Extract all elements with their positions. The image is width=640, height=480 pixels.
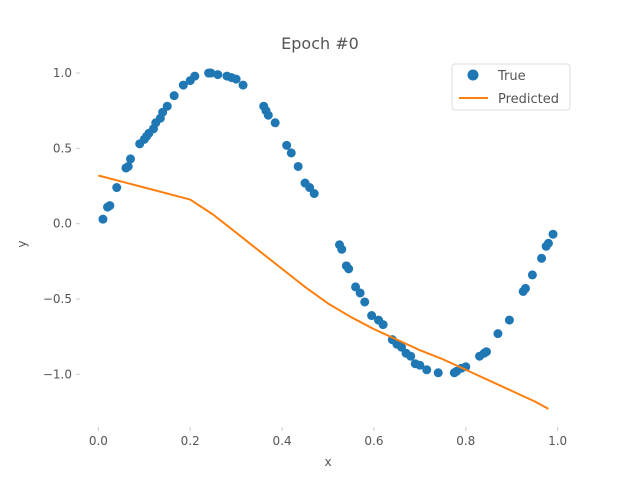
predicted-series bbox=[98, 174, 549, 410]
true-point bbox=[309, 189, 319, 199]
true-point bbox=[415, 360, 425, 370]
true-point bbox=[537, 253, 547, 263]
true-point bbox=[422, 365, 432, 375]
true-point bbox=[286, 148, 296, 158]
true-point bbox=[213, 70, 223, 80]
legend-true-label: True bbox=[497, 69, 526, 84]
true-point bbox=[367, 311, 377, 321]
y-tick-label: 1.0 bbox=[53, 66, 72, 80]
y-axis-label: y bbox=[15, 240, 29, 247]
legend: True Predicted bbox=[451, 63, 571, 111]
true-point bbox=[112, 183, 122, 193]
x-tick-label: 1.0 bbox=[548, 434, 567, 448]
true-point bbox=[406, 351, 416, 361]
y-ticks: 1.0 0.5 0.0 −0.5 −1.0 bbox=[43, 66, 80, 381]
true-point bbox=[504, 315, 514, 325]
true-point bbox=[105, 201, 115, 211]
true-point bbox=[162, 101, 172, 111]
true-point bbox=[360, 297, 370, 307]
y-tick-label: −1.0 bbox=[43, 367, 72, 381]
true-point bbox=[378, 320, 388, 330]
true-point bbox=[344, 264, 354, 274]
true-point bbox=[98, 214, 108, 224]
x-axis-label: x bbox=[324, 455, 331, 469]
true-point bbox=[206, 68, 216, 78]
y-tick-label: −0.5 bbox=[43, 292, 72, 306]
y-tick-label: 0.5 bbox=[53, 141, 72, 155]
true-point bbox=[123, 161, 133, 171]
true-series bbox=[98, 68, 558, 378]
true-point bbox=[337, 244, 347, 254]
true-point bbox=[543, 238, 553, 248]
true-point bbox=[481, 347, 491, 357]
y-tick-label: 0.0 bbox=[53, 217, 72, 231]
true-point bbox=[238, 80, 248, 90]
true-point bbox=[178, 80, 188, 90]
true-point bbox=[433, 368, 443, 378]
true-point bbox=[231, 74, 241, 84]
true-point bbox=[548, 229, 558, 239]
true-point bbox=[520, 283, 530, 293]
true-point bbox=[126, 154, 136, 164]
true-point bbox=[263, 110, 273, 120]
x-ticks: 0.0 0.2 0.4 0.6 0.8 1.0 bbox=[89, 427, 567, 448]
true-point bbox=[282, 140, 292, 150]
legend-predicted-label: Predicted bbox=[498, 92, 559, 107]
true-point bbox=[493, 329, 503, 339]
predicted-line bbox=[98, 174, 549, 410]
x-tick-label: 0.0 bbox=[89, 434, 108, 448]
true-point bbox=[169, 91, 179, 101]
x-tick-label: 0.8 bbox=[456, 434, 475, 448]
x-tick-label: 0.2 bbox=[181, 434, 200, 448]
legend-true-marker bbox=[467, 69, 479, 81]
true-point bbox=[270, 118, 280, 128]
x-tick-label: 0.6 bbox=[364, 434, 383, 448]
true-point bbox=[293, 161, 303, 171]
x-tick-label: 0.4 bbox=[273, 434, 292, 448]
chart-title: Epoch #0 bbox=[281, 34, 359, 53]
true-point bbox=[190, 71, 200, 81]
true-point bbox=[355, 288, 365, 298]
true-point bbox=[527, 270, 537, 280]
